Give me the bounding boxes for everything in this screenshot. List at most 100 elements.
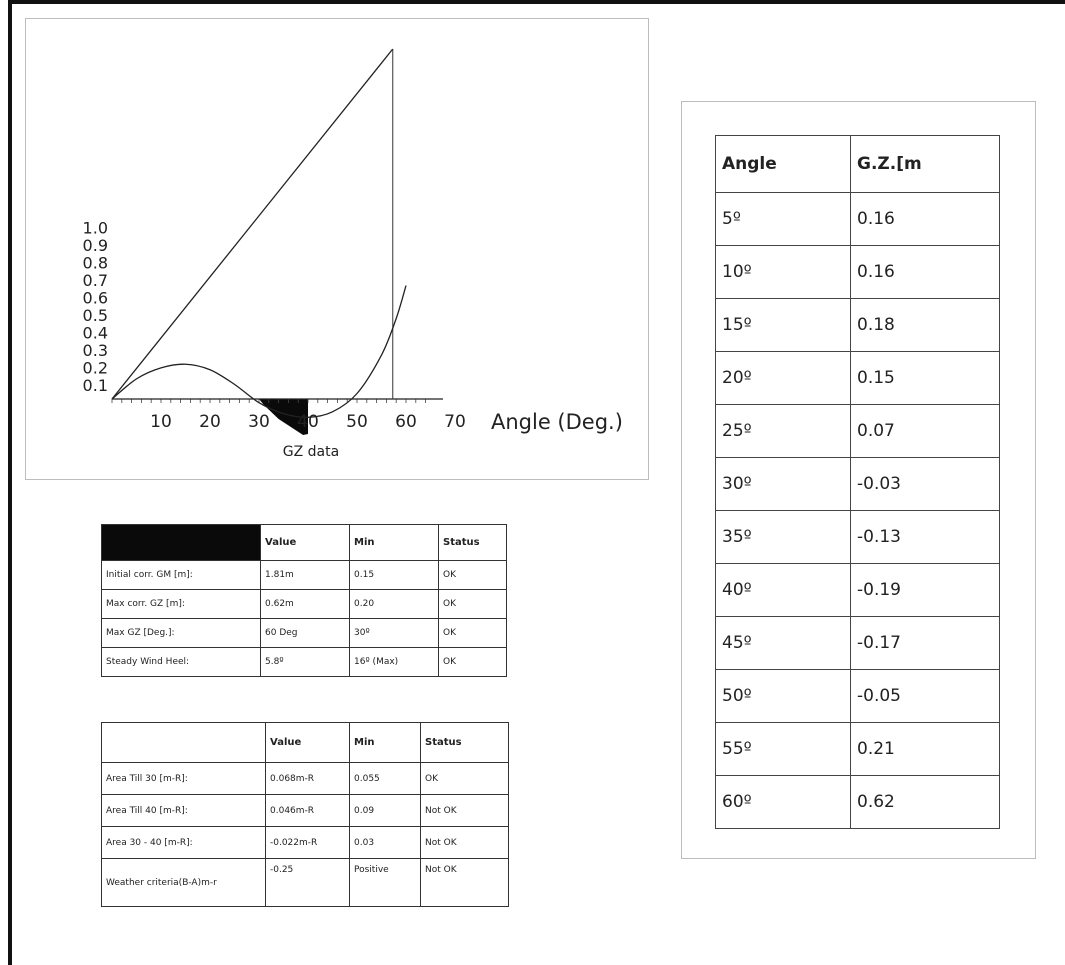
criterion-value: 0.068m-R (265, 762, 350, 795)
table-row: 55º 0.21 (715, 722, 1000, 776)
criterion-status: OK (438, 589, 507, 619)
header-cell-blank (101, 524, 261, 561)
angle-cell: 10º (715, 245, 851, 299)
gz-value-cell: -0.05 (850, 669, 1000, 723)
criterion-label: Area Till 40 [m-R]: (101, 794, 266, 827)
criterion-min: 0.03 (349, 826, 421, 859)
angle-cell: 35º (715, 510, 851, 564)
criterion-value: -0.022m-R (265, 826, 350, 859)
criterion-status: Not OK (420, 826, 509, 859)
criterion-min: 0.055 (349, 762, 421, 795)
criterion-label: Max corr. GZ [m]: (101, 589, 261, 619)
criterion-value: 5.8º (260, 647, 350, 677)
angle-cell: 25º (715, 404, 851, 458)
angle-cell: 30º (715, 457, 851, 511)
table-row: Area Till 40 [m-R]: 0.046m-R 0.09 Not OK (101, 794, 509, 827)
x-axis-ticks (111, 399, 427, 403)
gz-value-cell: -0.03 (850, 457, 1000, 511)
gz-chart-panel: 10 20 30 40 50 60 70 0.1 0.2 0.3 0.4 0.5 0.6 0.7 0.8 0… (25, 18, 649, 480)
angle-cell: 15º (715, 298, 851, 352)
x-tick-label: 40 (297, 412, 319, 432)
gz-value-cell: -0.17 (850, 616, 1000, 670)
table-row: Max GZ [Deg.]: 60 Deg 30º OK (101, 618, 507, 648)
angle-cell: 5º (715, 192, 851, 246)
criterion-status: OK (438, 647, 507, 677)
x-axis-label: Angle (Deg.) (491, 410, 623, 434)
criterion-min: 30º (349, 618, 439, 648)
gm-tangent-line (111, 48, 394, 400)
gz-value-cell: 0.21 (850, 722, 1000, 776)
table-row: Max corr. GZ [m]: 0.62m 0.20 OK (101, 589, 507, 619)
table-row: 60º 0.62 (715, 775, 1000, 829)
header-cell-gz: G.Z.[m (850, 135, 1000, 193)
y-tick-label: 0.9 (83, 236, 108, 255)
table-row: 15º 0.18 (715, 298, 1000, 352)
criterion-label: Steady Wind Heel: (101, 647, 261, 677)
angle-cell: 40º (715, 563, 851, 617)
y-tick-label: 0.2 (83, 359, 108, 378)
y-tick-label: 1.0 (83, 219, 108, 238)
criterion-label: Area 30 - 40 [m-R]: (101, 826, 266, 859)
angle-cell: 45º (715, 616, 851, 670)
criterion-min: 16º (Max) (349, 647, 439, 677)
header-cell-min: Min (349, 524, 439, 561)
y-tick-label: 0.1 (83, 376, 108, 395)
criterion-min: 0.09 (349, 794, 421, 827)
x-tick-label: 20 (199, 412, 221, 432)
criterion-value: 0.046m-R (265, 794, 350, 827)
page-frame-left (8, 0, 12, 965)
header-cell-min: Min (349, 722, 421, 763)
criterion-label: Initial corr. GM [m]: (101, 560, 261, 590)
gz-value-cell: 0.16 (850, 245, 1000, 299)
table-row: 5º 0.16 (715, 192, 1000, 246)
x-tick-label: 60 (395, 412, 417, 432)
criterion-label: Max GZ [Deg.]: (101, 618, 261, 648)
criterion-min: 0.15 (349, 560, 439, 590)
shaded-area (259, 399, 308, 435)
table-header-row: Value Min Status (101, 722, 509, 763)
table-row: 45º -0.17 (715, 616, 1000, 670)
gz-value-cell: -0.13 (850, 510, 1000, 564)
table-row: 50º -0.05 (715, 669, 1000, 723)
criterion-status: OK (420, 762, 509, 795)
gz-data-table: Angle G.Z.[m 5º 0.16 10º 0.16 15º 0.18 20º 0.15… (715, 135, 1000, 829)
page-frame-top (8, 0, 1065, 4)
criterion-value: 60 Deg (260, 618, 350, 648)
stability-criteria-table-1: Value Min Status Initial corr. GM [m]: 1… (101, 524, 507, 677)
gz-value-cell: -0.19 (850, 563, 1000, 617)
gz-table-body: 5º 0.16 10º 0.16 15º 0.18 20º 0.15 25º 0.07 30º -0.… (715, 192, 1000, 829)
y-tick-label: 0.7 (83, 271, 108, 290)
criterion-value: -0.25 (265, 858, 350, 907)
criterion-value: 0.62m (260, 589, 350, 619)
gz-chart: 10 20 30 40 50 60 70 0.10.20.30.40.50.60.70.80… (83, 48, 623, 460)
y-tick-label: 0.5 (83, 306, 108, 325)
criterion-min: 0.20 (349, 589, 439, 619)
criterion-status: Not OK (420, 794, 509, 827)
x-tick-label: 50 (346, 412, 368, 432)
shaded-area-group (259, 399, 308, 435)
y-tick-label: 0.3 (83, 341, 108, 360)
y-tick-label: 0.4 (83, 324, 108, 343)
table-row: Steady Wind Heel: 5.8º 16º (Max) OK (101, 647, 507, 677)
criterion-status: OK (438, 618, 507, 648)
table-row: Initial corr. GM [m]: 1.81m 0.15 OK (101, 560, 507, 590)
table-row: 25º 0.07 (715, 404, 1000, 458)
header-cell-blank (101, 722, 266, 763)
gz-value-cell: 0.16 (850, 192, 1000, 246)
criterion-min: Positive (349, 858, 421, 907)
gz-data-panel: Angle G.Z.[m 5º 0.16 10º 0.16 15º 0.18 20º 0.15… (681, 101, 1036, 859)
y-tick-label: 0.8 (83, 254, 108, 273)
angle-cell: 60º (715, 775, 851, 829)
y-tick-labels: 0.10.20.30.40.50.60.70.80.91.0 (83, 219, 108, 396)
x-tick-label: 30 (248, 412, 270, 432)
table-header-row: Value Min Status (101, 524, 507, 561)
criterion-label: Weather criteria(B-A)m-r (101, 858, 266, 907)
x-tick-labels: 10 20 30 40 50 60 70 (150, 412, 466, 432)
header-cell-value: Value (265, 722, 350, 763)
gz-value-cell: 0.62 (850, 775, 1000, 829)
criterion-status: OK (438, 560, 507, 590)
table-row: Area 30 - 40 [m-R]: -0.022m-R 0.03 Not O… (101, 826, 509, 859)
criterion-status: Not OK (420, 858, 509, 907)
gz-value-cell: 0.18 (850, 298, 1000, 352)
criterion-label: Area Till 30 [m-R]: (101, 762, 266, 795)
